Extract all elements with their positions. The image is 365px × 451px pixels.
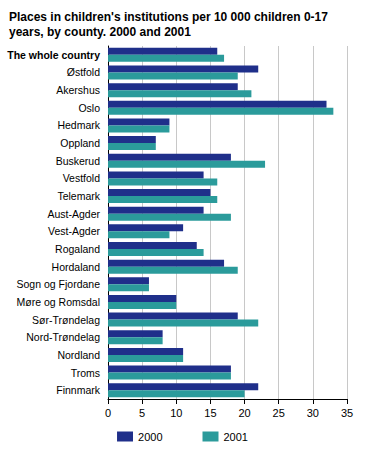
svg-text:years, by county. 2000 and 200: years, by county. 2000 and 2001: [9, 25, 191, 39]
svg-text:Møre og Romsdal: Møre og Romsdal: [17, 296, 100, 308]
svg-text:5: 5: [139, 407, 145, 419]
svg-text:2001: 2001: [224, 431, 248, 443]
svg-text:Sogn og Fjordane: Sogn og Fjordane: [17, 278, 101, 290]
svg-text:Vest-Agder: Vest-Agder: [48, 225, 100, 237]
svg-text:Akershus: Akershus: [56, 84, 100, 96]
svg-text:Hedmark: Hedmark: [57, 119, 100, 131]
svg-text:Places in children's instituti: Places in children's institutions per 10…: [9, 10, 331, 24]
svg-text:20: 20: [238, 407, 250, 419]
svg-text:Oslo: Oslo: [78, 102, 100, 114]
svg-text:Østfold: Østfold: [67, 66, 100, 78]
svg-text:15: 15: [204, 407, 216, 419]
svg-text:Telemark: Telemark: [57, 190, 100, 202]
svg-text:2000: 2000: [138, 431, 162, 443]
svg-text:10: 10: [170, 407, 182, 419]
svg-text:Buskerud: Buskerud: [56, 155, 101, 167]
svg-text:Nord-Trøndelag: Nord-Trøndelag: [26, 331, 100, 343]
svg-text:Rogaland: Rogaland: [55, 243, 100, 255]
svg-text:The whole country: The whole country: [7, 49, 100, 61]
svg-text:Nordland: Nordland: [57, 349, 100, 361]
svg-text:Sør-Trøndelag: Sør-Trøndelag: [32, 314, 100, 326]
svg-text:Aust-Agder: Aust-Agder: [47, 208, 100, 220]
svg-text:30: 30: [307, 407, 319, 419]
svg-text:Hordaland: Hordaland: [52, 261, 101, 273]
svg-text:Vestfold: Vestfold: [63, 172, 101, 184]
svg-text:25: 25: [273, 407, 285, 419]
svg-text:35: 35: [341, 407, 353, 419]
svg-text:0: 0: [105, 407, 111, 419]
svg-text:Finnmark: Finnmark: [56, 384, 101, 396]
svg-text:Oppland: Oppland: [60, 137, 100, 149]
svg-text:Troms: Troms: [71, 367, 100, 379]
